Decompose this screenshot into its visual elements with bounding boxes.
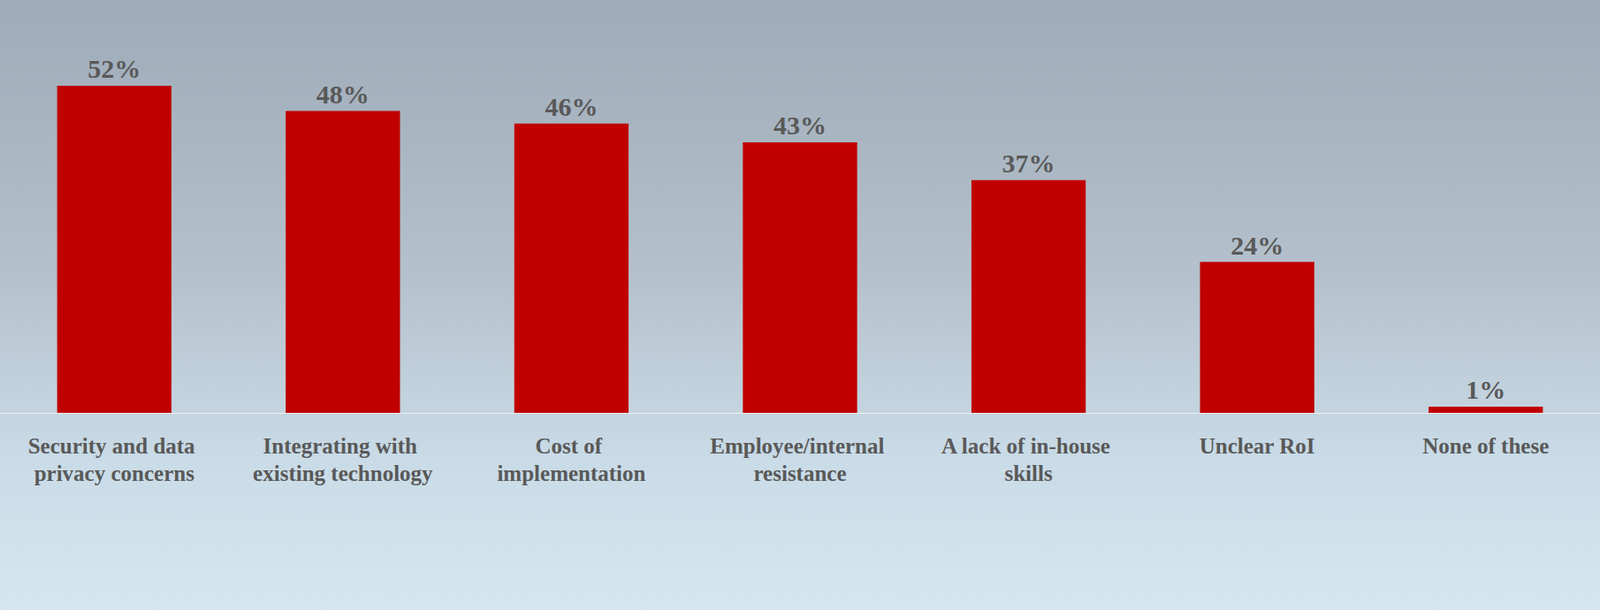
svg-text:resistance: resistance [753,461,846,486]
svg-text:None of these: None of these [1422,434,1549,458]
svg-text:1%: 1% [1465,374,1506,404]
svg-text:37%: 37% [1002,148,1056,178]
svg-text:existing technology: existing technology [252,461,434,486]
svg-text:skills: skills [1004,461,1052,486]
svg-text:A lack of in-house: A lack of in-house [941,434,1116,458]
svg-text:privacy concerns: privacy concerns [34,461,195,486]
svg-text:Integrating with: Integrating with [263,434,424,458]
svg-text:Cost of: Cost of [534,434,608,458]
svg-text:24%: 24% [1230,230,1284,260]
svg-text:Security and data: Security and data [28,434,201,458]
svg-text:Unclear RoI: Unclear RoI [1199,434,1316,458]
svg-text:52%: 52% [87,53,141,84]
svg-text:46%: 46% [544,91,598,122]
svg-text:43%: 43% [773,110,827,140]
svg-text:implementation: implementation [496,461,646,486]
svg-text:Employee/internal: Employee/internal [709,434,890,458]
svg-text:48%: 48% [316,79,370,109]
